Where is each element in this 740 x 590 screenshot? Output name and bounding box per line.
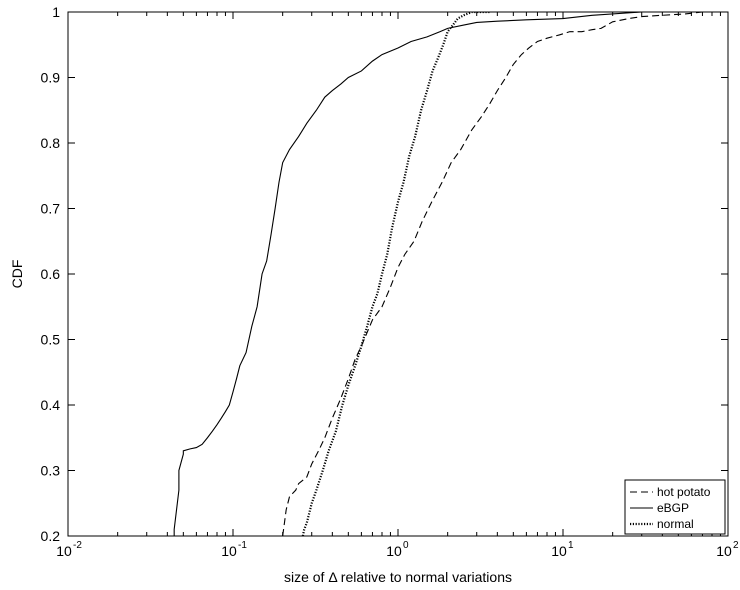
y-axis-label: CDF (9, 260, 25, 289)
x-tick-label-exponent: 0 (403, 540, 409, 551)
y-tick-label: 0.4 (41, 397, 61, 413)
y-tick-label: 0.9 (41, 70, 61, 86)
legend-label: normal (657, 517, 694, 531)
x-tick-label-exponent: 2 (733, 540, 739, 551)
y-tick-label: 0.5 (41, 332, 61, 348)
y-tick-label: 0.8 (41, 135, 61, 151)
legend-label: hot potato (657, 485, 711, 499)
y-tick-label: 0.3 (41, 463, 61, 479)
legend-label: eBGP (657, 501, 689, 515)
plot-frame (67, 11, 729, 537)
x-tick-label-exponent: -2 (73, 540, 82, 551)
x-tick-label: 10 (716, 543, 732, 559)
x-axis-ticks: 10 -2 10 -1 10 0 10 1 10 2 (56, 12, 739, 559)
series-line-normal (301, 12, 490, 536)
y-tick-label: 0.2 (41, 528, 61, 544)
y-tick-label: 0.6 (41, 266, 61, 282)
x-tick-label-exponent: -1 (238, 540, 247, 551)
series-line-hot-potato (282, 12, 728, 536)
x-tick-label-exponent: 1 (568, 540, 574, 551)
x-tick-label: 10 (386, 543, 402, 559)
y-tick-label: 0.7 (41, 201, 61, 217)
legend: hot potato eBGP normal (624, 479, 726, 535)
x-tick-label: 10 (56, 543, 72, 559)
x-tick-label: 10 (551, 543, 567, 559)
series-layer (173, 12, 728, 536)
x-axis-label: size of Δ relative to normal variations (284, 569, 512, 585)
x-tick-label: 10 (221, 543, 237, 559)
y-tick-label: 1 (52, 4, 60, 20)
y-axis-ticks: 0.2 0.3 0.4 0.5 0.6 0.7 0.8 0.9 1 (41, 4, 728, 544)
series-line-ebgp (173, 12, 728, 536)
